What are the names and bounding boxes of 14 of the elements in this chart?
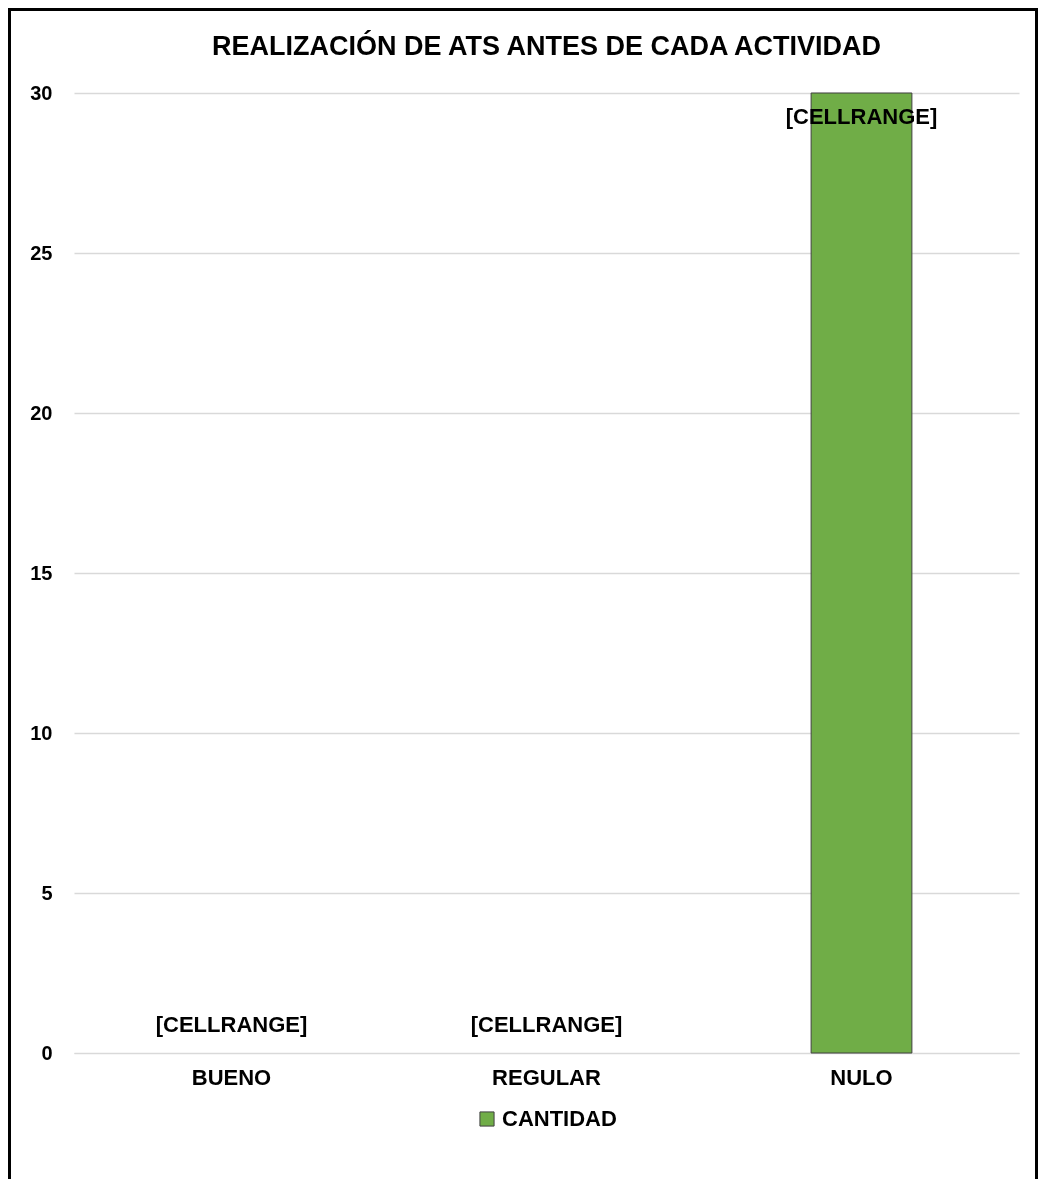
y-tick-label: 25: [30, 241, 53, 264]
data-label: [CELLRANGE]: [155, 1012, 308, 1037]
y-tick-label: 10: [30, 721, 53, 744]
x-tick-label: REGULAR: [492, 1064, 601, 1090]
y-tick-label: 0: [41, 1041, 53, 1064]
y-tick-label: 5: [41, 881, 53, 904]
data-label: [CELLRANGE]: [470, 1012, 623, 1037]
chart-title: REALIZACIÓN DE ATS ANTES DE CADA ACTIVIDAD: [211, 30, 882, 61]
legend-label: CANTIDAD: [502, 1106, 617, 1131]
y-tick-label: 30: [30, 81, 53, 104]
y-tick-label: 20: [30, 401, 53, 424]
x-tick-label: NULO: [830, 1064, 893, 1090]
x-tick-label: BUENO: [191, 1064, 272, 1090]
y-tick-label: 15: [30, 561, 53, 584]
